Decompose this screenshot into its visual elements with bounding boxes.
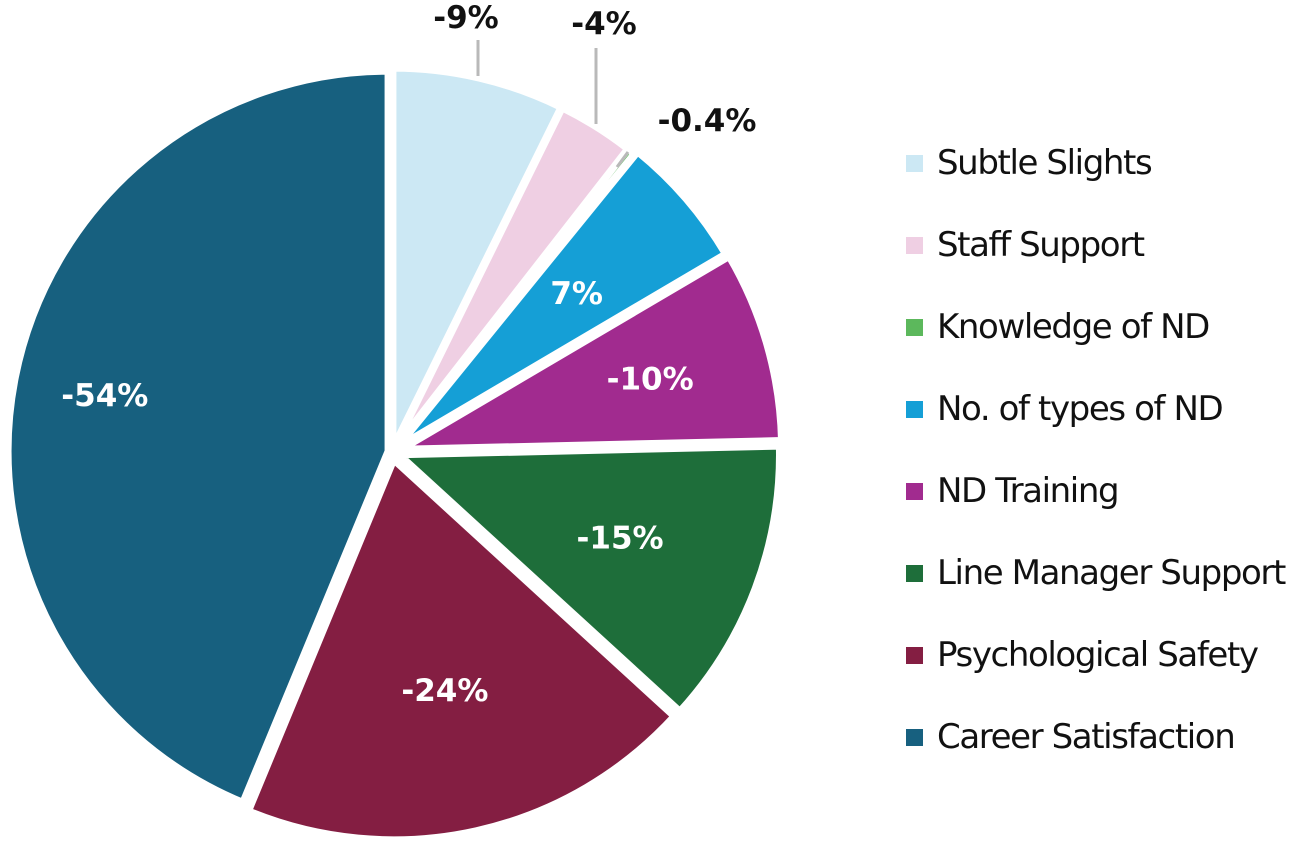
legend-label: Psychological Safety bbox=[937, 635, 1259, 675]
pie-slice-nd-training bbox=[388, 251, 786, 454]
legend-swatch-icon bbox=[906, 236, 923, 254]
legend-swatch-icon bbox=[906, 400, 923, 418]
legend-label: Staff Support bbox=[937, 225, 1145, 265]
legend-item-nd-training: ND Training bbox=[906, 450, 1285, 532]
slice-label: -54% bbox=[61, 378, 148, 414]
slice-label: 7% bbox=[550, 276, 603, 312]
legend-item-staff-support: Staff Support bbox=[906, 204, 1285, 286]
pie-slice-psychological-safety bbox=[243, 453, 680, 844]
leader-line bbox=[615, 151, 630, 168]
slice-label: -10% bbox=[607, 361, 694, 397]
legend-item-subtle-slights: Subtle Slights bbox=[906, 122, 1285, 204]
legend-swatch-icon bbox=[906, 564, 923, 582]
legend-label: Line Manager Support bbox=[937, 553, 1286, 593]
pie-slices bbox=[4, 64, 786, 844]
legend-item-line-manager-support: Line Manager Support bbox=[906, 532, 1286, 614]
legend-item-psychological-safety: Psychological Safety bbox=[906, 614, 1285, 696]
pie-slice-subtle-slights bbox=[389, 64, 566, 450]
leader-lines bbox=[476, 40, 630, 168]
legend: Subtle Slights Staff Support Knowledge o… bbox=[906, 122, 1286, 778]
slice-label: -15% bbox=[577, 521, 664, 557]
pie-slice-career-satisfaction bbox=[4, 67, 392, 807]
legend-swatch-icon bbox=[906, 154, 923, 172]
pie-slice-line-manager-support bbox=[390, 442, 783, 717]
legend-item-no-of-types-of-nd: No. of types of ND bbox=[906, 368, 1285, 450]
legend-swatch-icon bbox=[906, 646, 923, 664]
legend-swatch-icon bbox=[906, 482, 923, 500]
legend-label: Knowledge of ND bbox=[937, 307, 1210, 347]
slice-label: -4% bbox=[571, 6, 637, 42]
slice-label: -24% bbox=[401, 673, 488, 709]
legend-swatch-icon bbox=[906, 318, 923, 336]
legend-label: ND Training bbox=[937, 471, 1120, 511]
slice-labels: -9% -4% -0.4% 7% -10% -15% -24% -54% bbox=[61, 0, 756, 709]
legend-label: Subtle Slights bbox=[937, 143, 1153, 183]
legend-label: Career Satisfaction bbox=[937, 717, 1236, 757]
legend-label: No. of types of ND bbox=[937, 389, 1224, 429]
legend-item-knowledge-of-nd: Knowledge of ND bbox=[906, 286, 1285, 368]
legend-swatch-icon bbox=[906, 728, 923, 746]
pie-slice-no-of-types-of-nd bbox=[395, 146, 731, 450]
legend-item-career-satisfaction: Career Satisfaction bbox=[906, 696, 1285, 778]
slice-label: -0.4% bbox=[658, 103, 757, 139]
slice-label: -9% bbox=[433, 0, 499, 36]
